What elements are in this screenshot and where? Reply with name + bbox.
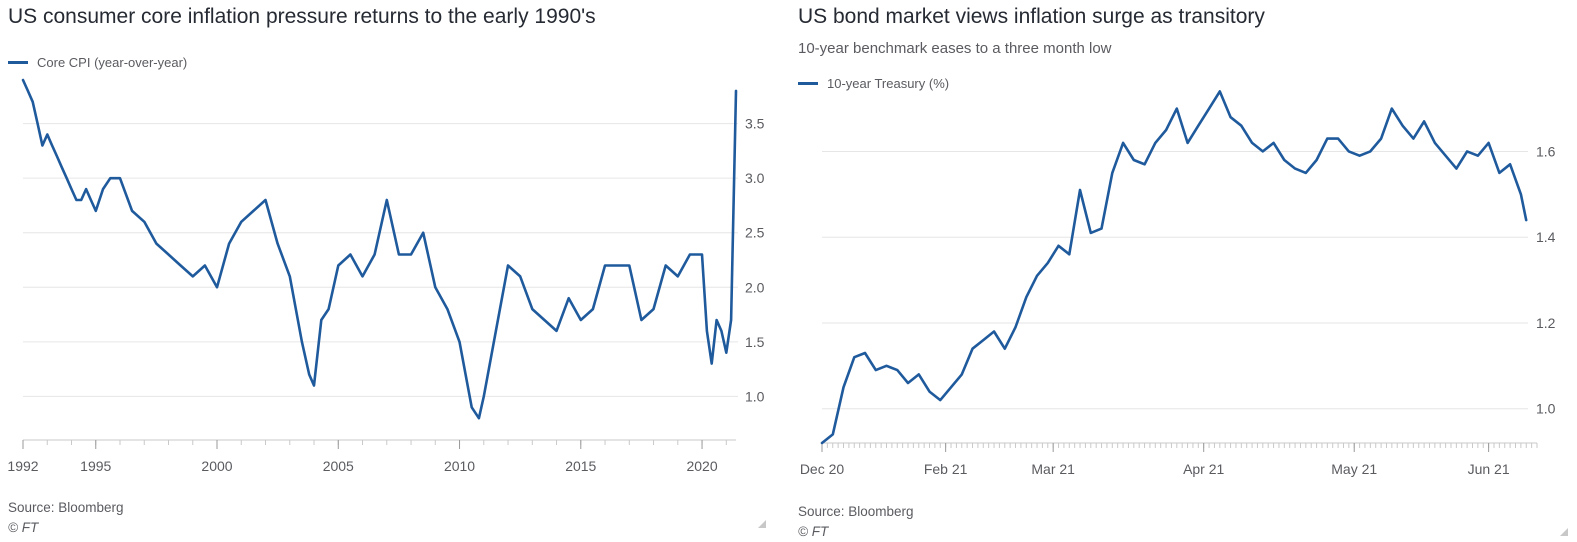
x-tick-label: 2010 <box>444 458 475 474</box>
series-line <box>21 78 738 420</box>
legend-swatch <box>798 82 818 85</box>
legend-label: Core CPI (year-over-year) <box>37 55 188 70</box>
y-tick-label: 3.0 <box>745 170 765 186</box>
y-tick-label: 2.5 <box>745 225 765 241</box>
core-cpi-line-chart: 1.0 1.5 2.0 2.5 3.0 3.5 1992 1995 2000 2005 2010 20… <box>7 78 765 474</box>
series-line <box>820 90 1528 445</box>
y-tick-label: 1.4 <box>1536 229 1556 245</box>
copyright-note: © FT <box>8 520 39 535</box>
y-tick-label: 1.0 <box>1536 401 1556 417</box>
x-tick-label: 2020 <box>686 458 717 474</box>
chart-title: US consumer core inflation pressure retu… <box>8 5 596 28</box>
y-tick-label: 1.5 <box>745 334 765 350</box>
treasury-panel: US bond market views inflation surge as … <box>790 0 1577 542</box>
chart-title: US bond market views inflation surge as … <box>798 5 1265 28</box>
y-tick-label: 1.6 <box>1536 143 1556 159</box>
x-tick-label: Mar 21 <box>1031 461 1075 477</box>
chart-subtitle: 10-year benchmark eases to a three month… <box>798 40 1112 57</box>
copyright-note: © FT <box>798 524 829 539</box>
x-tick-label: Apr 21 <box>1183 461 1224 477</box>
y-tick-label: 1.0 <box>745 388 765 404</box>
source-note: Source: Bloomberg <box>8 500 124 515</box>
x-tick-label: Dec 20 <box>800 461 845 477</box>
legend-label: 10-year Treasury (%) <box>827 76 950 91</box>
x-tick-label: Feb 21 <box>924 461 968 477</box>
chart-legend: Core CPI (year-over-year) <box>8 55 187 70</box>
legend-swatch <box>8 61 28 64</box>
x-tick-label: 2000 <box>201 458 232 474</box>
y-tick-label: 2.0 <box>745 279 765 295</box>
x-tick-label: May 21 <box>1331 461 1377 477</box>
x-tick-label: 2005 <box>323 458 354 474</box>
y-tick-label: 1.2 <box>1536 315 1556 331</box>
treasury-line-chart: 1.0 1.2 1.4 1.6 Dec 20 Feb 21 Mar 21 Apr 21 May … <box>800 90 1556 477</box>
core-cpi-panel: US consumer core inflation pressure retu… <box>0 0 780 542</box>
resize-corner-icon <box>1560 528 1568 536</box>
x-tick-label: 1992 <box>7 458 38 474</box>
resize-corner-icon <box>758 520 766 528</box>
y-tick-label: 3.5 <box>745 116 765 132</box>
x-tick-label: 1995 <box>80 458 111 474</box>
x-tick-label: Jun 21 <box>1468 461 1510 477</box>
x-tick-label: 2015 <box>565 458 596 474</box>
chart-legend: 10-year Treasury (%) <box>798 76 949 91</box>
source-note: Source: Bloomberg <box>798 504 914 519</box>
